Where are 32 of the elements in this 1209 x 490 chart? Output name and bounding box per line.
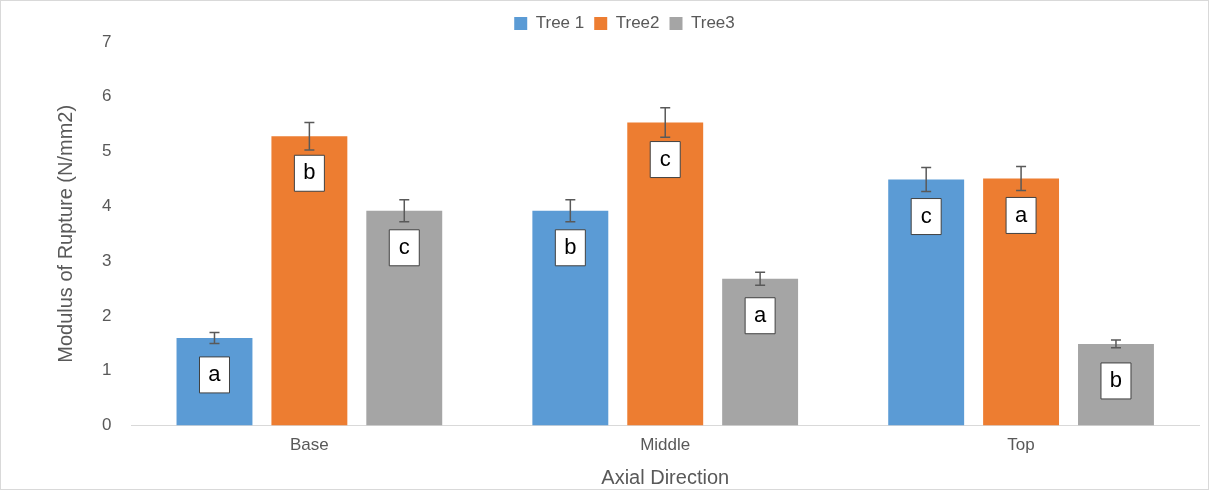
bar	[983, 178, 1060, 426]
data-label: c	[920, 202, 932, 228]
data-label: a	[1014, 201, 1028, 227]
x-axis-title: Axial Direction	[601, 465, 730, 488]
data-label: c	[659, 145, 671, 171]
data-label: c	[398, 233, 410, 259]
y-tick-label: 5	[101, 141, 112, 161]
bar	[532, 210, 609, 426]
y-tick-label: 0	[101, 415, 112, 435]
legend-label: Tree 1	[535, 13, 585, 33]
bar	[888, 179, 965, 426]
y-tick-label: 3	[101, 250, 112, 270]
x-tick-label: Base	[290, 435, 329, 455]
x-tick-label: Top	[1007, 435, 1035, 455]
y-tick-label: 6	[101, 86, 112, 106]
legend-label: Tree3	[691, 13, 735, 33]
data-label: a	[754, 301, 767, 327]
y-tick-label: 4	[101, 196, 112, 216]
legend-label: Tree2	[615, 13, 660, 33]
y-tick-label: 1	[101, 360, 112, 380]
data-label: b	[564, 233, 577, 259]
y-tick-label: 2	[101, 305, 112, 325]
data-label: b	[1109, 367, 1123, 393]
bar	[366, 210, 443, 426]
x-tick-label: Middle	[640, 435, 691, 455]
bar	[627, 122, 704, 426]
bar	[722, 278, 799, 426]
data-label: b	[303, 159, 316, 185]
data-label: a	[208, 360, 222, 386]
y-axis-title: Modulus of Rupture (N/mm2)	[53, 104, 76, 363]
y-tick-label: 7	[101, 31, 112, 51]
bar	[271, 136, 348, 426]
